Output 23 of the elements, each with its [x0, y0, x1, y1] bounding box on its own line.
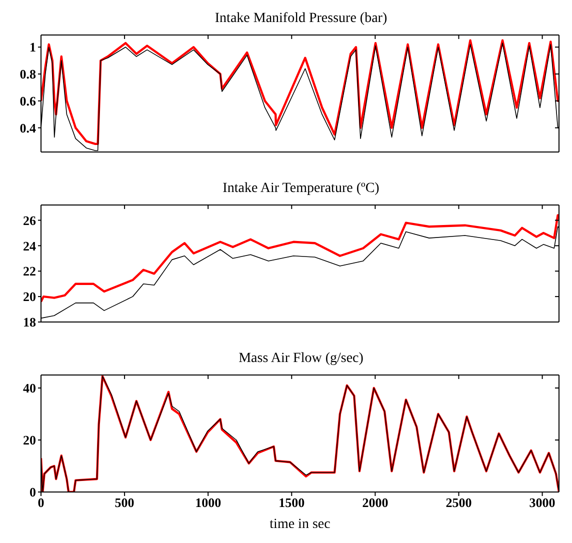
y-tick-label: 40 — [23, 380, 36, 396]
x-tick-label: 1500 — [278, 495, 305, 510]
y-tick-label: 26 — [23, 212, 36, 228]
y-tick-label: 22 — [23, 264, 36, 279]
y-tick-label: 0 — [30, 484, 36, 500]
y-tick-label: 24 — [23, 238, 36, 254]
y-tick-label: 20 — [23, 432, 36, 448]
x-tick-label: 2000 — [362, 495, 388, 510]
x-tick-label: 1000 — [195, 495, 222, 510]
x-axis-title: time in sec — [270, 517, 330, 532]
y-tick-label: 0.8 — [20, 66, 36, 82]
y-tick-label: 20 — [23, 289, 36, 304]
y-tick-label: 18 — [23, 314, 36, 330]
x-tick-label: 500 — [114, 495, 134, 510]
y-tick-label: 0.6 — [20, 94, 36, 109]
chart-title: Intake Air Temperature (ºC) — [222, 180, 380, 198]
line-series — [41, 214, 559, 303]
x-tick-label: 3000 — [529, 495, 556, 510]
chart-title: Mass Air Flow (g/sec) — [238, 350, 364, 368]
y-tick-label: 1 — [30, 40, 36, 55]
chart-title: Intake Manifold Pressure (bar) — [214, 10, 388, 28]
y-tick-label: 0.4 — [20, 120, 36, 136]
x-tick-label: 2500 — [446, 495, 472, 510]
